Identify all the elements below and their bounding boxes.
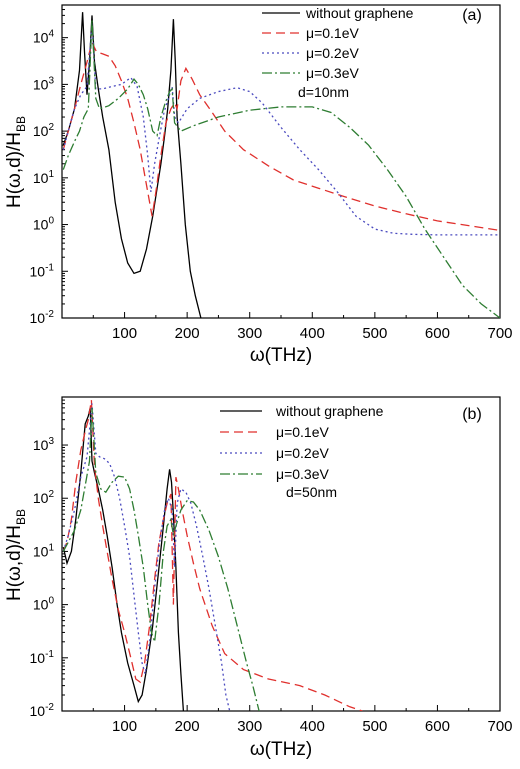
y-tick-label: 103: [33, 436, 55, 453]
plot-frame-a: [61, 4, 501, 319]
y-tick-label-exponent: 3: [48, 75, 54, 86]
y-axis-label-sub-a: BB: [14, 116, 28, 132]
y-tick-label: 102: [33, 489, 55, 506]
y-tick-label-exponent: 1: [48, 542, 54, 553]
y-tick-label: 103: [33, 75, 55, 92]
y-tick-label-base: 10: [33, 217, 49, 233]
y-tick-label-exponent: -1: [45, 262, 54, 273]
y-tick-label-base: 10: [30, 650, 46, 666]
annotation-a: d=10nm: [298, 84, 349, 100]
x-tick-label: 300: [237, 718, 262, 735]
y-tick-label-base: 10: [33, 76, 49, 92]
y-axis-label-a: H(ω,d)/HBB: [4, 116, 28, 208]
legend-label: μ=0.3eV: [276, 466, 329, 482]
y-tick-label: 10-2: [30, 702, 55, 719]
x-tick-label: 200: [175, 718, 200, 735]
series-line-3: [62, 19, 500, 318]
y-tick-label-base: 10: [30, 263, 46, 279]
x-tick-label: 500: [362, 718, 387, 735]
y-axis-label-main-a: H(ω,d)/H: [4, 132, 25, 208]
legend-a: without graphene μ=0.1eV μ=0.2eV μ=0.3eV: [262, 5, 414, 81]
legend-label: μ=0.3eV: [306, 65, 359, 81]
legend-label: without graphene: [305, 5, 414, 21]
x-axis-label-a: ω(THz): [250, 345, 312, 366]
y-tick-label: 100: [33, 216, 55, 233]
x-tick-label: 700: [487, 325, 512, 342]
annotation-b: d=50nm: [286, 484, 337, 500]
y-tick-label-base: 10: [33, 597, 49, 613]
x-axis-label-b: ω(THz): [250, 739, 312, 760]
y-tick-label-exponent: 0: [48, 216, 54, 227]
y-tick-label-exponent: 2: [48, 489, 54, 500]
series-line-0: [62, 407, 185, 711]
x-tick-label: 200: [175, 325, 200, 342]
y-axis-label-b: H(ω,d)/HBB: [4, 509, 28, 601]
x-tick-label: 100: [112, 718, 137, 735]
y-tick-label-exponent: 4: [48, 29, 54, 40]
legend-label: μ=0.2eV: [276, 445, 329, 461]
y-tick-label-base: 10: [30, 703, 46, 719]
legend-label: μ=0.1eV: [276, 424, 329, 440]
panel-label-b: (b): [462, 406, 482, 423]
y-tick-label-base: 10: [33, 543, 49, 559]
y-tick-label: 102: [33, 122, 55, 139]
tick-group-a: 100 200 300 400 500 600 70010-210-110010110210…: [30, 9, 513, 342]
series-group-a: [62, 12, 500, 318]
y-tick-label: 101: [33, 169, 55, 186]
y-tick-label-base: 10: [33, 490, 49, 506]
y-tick-label-base: 10: [33, 170, 49, 186]
x-tick-label: 600: [425, 718, 450, 735]
x-tick-label: 400: [300, 718, 325, 735]
legend-b: without graphene μ=0.1eV μ=0.2eV μ=0.3eV: [220, 403, 384, 482]
series-line-3: [62, 407, 260, 711]
legend-label: μ=0.1eV: [306, 25, 359, 41]
y-tick-label-exponent: 2: [48, 122, 54, 133]
y-tick-label: 10-1: [30, 262, 55, 279]
panel-label-a: (a): [462, 7, 482, 24]
x-tick-label: 100: [112, 325, 137, 342]
y-tick-label-exponent: -2: [45, 702, 54, 713]
x-tick-label: 700: [487, 718, 512, 735]
y-tick-label-exponent: -2: [45, 309, 54, 320]
legend-label: without graphene: [275, 403, 384, 419]
y-tick-label: 101: [33, 542, 55, 559]
x-tick-label: 400: [300, 325, 325, 342]
series-line-1: [62, 40, 500, 232]
series-line-1: [62, 399, 363, 711]
panel-a: 100 200 300 400 500 600 70010-210-110010110210…: [4, 4, 513, 366]
y-tick-label-base: 10: [33, 30, 49, 46]
y-tick-label-base: 10: [33, 123, 49, 139]
y-tick-label-exponent: 0: [48, 596, 54, 607]
y-axis-label-main-b: H(ω,d)/H: [4, 525, 25, 601]
tick-group-b: 100 200 300 400 500 600 70010-210-110010110210…: [30, 399, 513, 735]
y-tick-label: 10-2: [30, 309, 55, 326]
x-tick-label: 600: [425, 325, 450, 342]
panel-b: 100 200 300 400 500 600 70010-210-110010110210…: [4, 396, 513, 760]
x-tick-label: 500: [362, 325, 387, 342]
y-tick-label: 104: [33, 29, 55, 46]
y-tick-label-base: 10: [30, 310, 46, 326]
y-tick-label: 100: [33, 596, 55, 613]
x-tick-label: 300: [237, 325, 262, 342]
legend-label: μ=0.2eV: [306, 45, 359, 61]
y-axis-label-sub-b: BB: [14, 509, 28, 525]
y-tick-label-exponent: 3: [48, 436, 54, 447]
y-tick-label-base: 10: [33, 437, 49, 453]
series-line-2: [62, 23, 500, 236]
series-line-2: [62, 403, 231, 711]
series-group-b: [62, 399, 363, 711]
y-tick-label: 10-1: [30, 649, 55, 666]
y-tick-label-exponent: -1: [45, 649, 54, 660]
series-line-0: [62, 12, 202, 318]
y-tick-label-exponent: 1: [48, 169, 54, 180]
